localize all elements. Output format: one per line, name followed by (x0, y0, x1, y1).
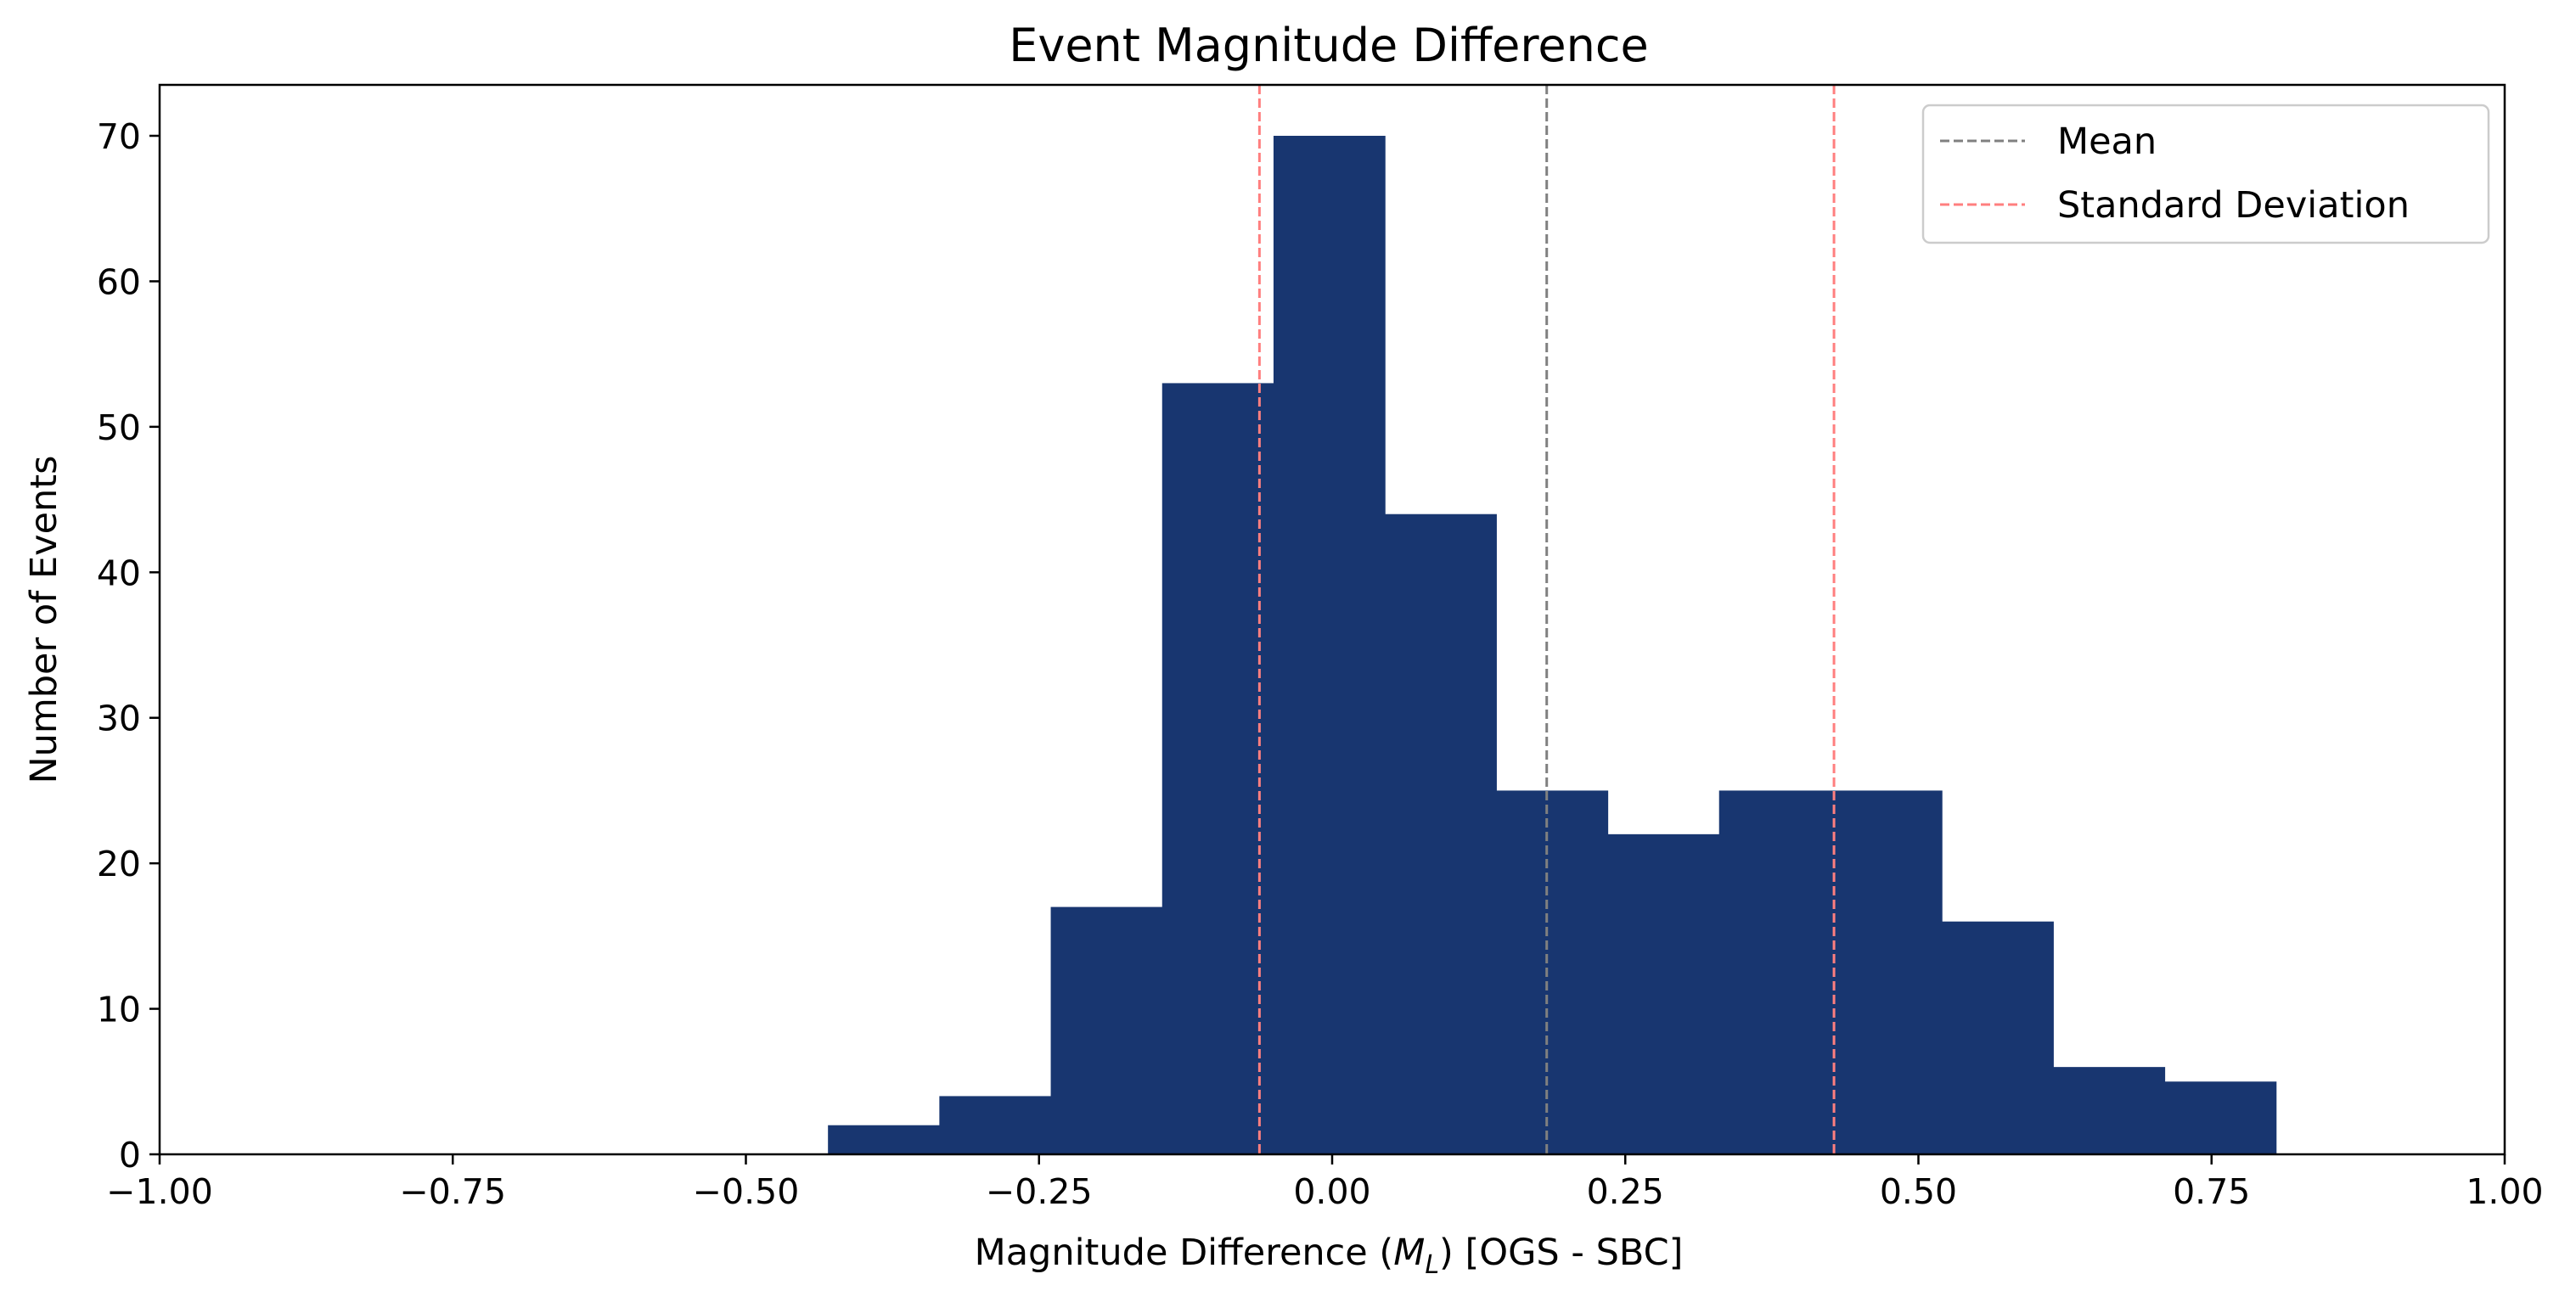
x-tick-label-5: 0.25 (1587, 1171, 1664, 1212)
x-tick-label-4: 0.00 (1293, 1171, 1370, 1212)
y-tick-label-2: 20 (97, 844, 141, 884)
x-tick-label-8: 1.00 (2466, 1171, 2543, 1212)
y-tick-label-1: 10 (97, 990, 141, 1030)
x-axis-label: Magnitude Difference (ML) [OGS - SBC] (975, 1232, 1684, 1280)
histogram-bar-5 (1385, 514, 1497, 1154)
y-axis-ticks: 0 10 20 30 40 50 60 70 (97, 116, 160, 1176)
histogram-bar-0 (828, 1125, 940, 1154)
chart-title: Event Magnitude Difference (1009, 19, 1649, 72)
y-tick-label-3: 30 (97, 699, 141, 739)
y-tick-label-6: 60 (97, 261, 141, 302)
y-tick-label-5: 50 (97, 407, 141, 448)
x-tick-label-6: 0.50 (1880, 1171, 1957, 1212)
histogram-bar-8 (1718, 790, 1831, 1154)
histogram-bar-2 (1050, 906, 1163, 1154)
histogram-bar-7 (1607, 833, 1720, 1154)
y-tick-label-0: 0 (119, 1135, 141, 1176)
legend-box (1921, 104, 2490, 244)
x-tick-label-7: 0.75 (2173, 1171, 2250, 1212)
histogram-bar-11 (2053, 1067, 2166, 1154)
x-tick-label-0: −1.00 (106, 1171, 213, 1212)
y-tick-label-4: 40 (97, 553, 141, 593)
histogram-bars (828, 136, 2277, 1154)
x-tick-label-2: −0.50 (693, 1171, 800, 1212)
histogram-bar-3 (1161, 383, 1274, 1154)
legend-std-label: Standard Deviation (2057, 184, 2410, 227)
reference-lines (1257, 85, 1836, 1154)
histogram-bar-6 (1496, 790, 1609, 1154)
x-tick-label-3: −0.25 (986, 1171, 1093, 1212)
y-axis-label: Number of Events (23, 455, 65, 783)
histogram-bar-12 (2164, 1081, 2277, 1154)
histogram-bar-4 (1273, 136, 1386, 1154)
legend: Mean Standard Deviation (1921, 104, 2490, 244)
histogram-bar-1 (939, 1096, 1052, 1154)
histogram-bar-10 (1942, 921, 2054, 1154)
y-tick-label-7: 70 (97, 116, 141, 157)
x-tick-label-1: −0.75 (399, 1171, 506, 1212)
legend-mean-label: Mean (2057, 121, 2157, 163)
histogram-bar-9 (1830, 790, 1943, 1154)
x-axis-ticks: −1.00 −0.75 −0.50 −0.25 0.00 0.25 0.50 0.75 1.00 (106, 1154, 2544, 1212)
